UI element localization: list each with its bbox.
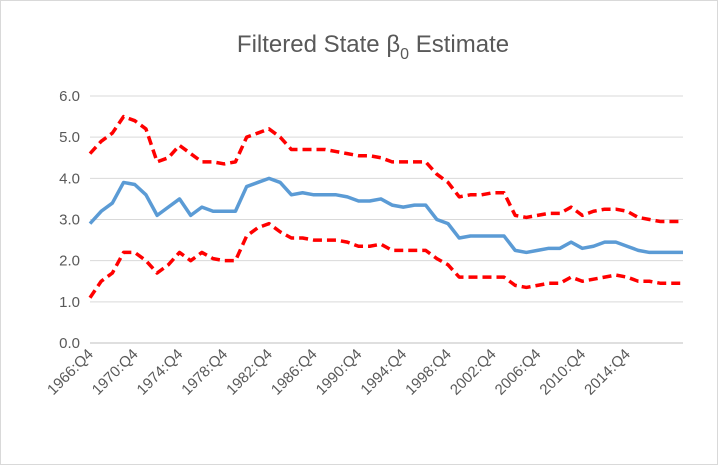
series-line — [88, 114, 683, 224]
chart-title: Filtered State β0 Estimate — [237, 31, 509, 63]
title-text: Filtered State β — [237, 31, 400, 58]
title-subscript: 0 — [400, 46, 409, 63]
y-tick-label: 5.0 — [59, 129, 80, 146]
y-tick-label: 6.0 — [59, 88, 80, 105]
y-tick-label: 2.0 — [59, 253, 80, 270]
y-tick-label: 4.0 — [59, 170, 80, 187]
series-line — [88, 176, 683, 255]
y-tick-label: 0.0 — [59, 335, 80, 352]
series-line — [88, 221, 683, 299]
y-tick-label: 3.0 — [59, 212, 80, 229]
title-suffix: Estimate — [409, 31, 509, 58]
y-tick-label: 1.0 — [59, 294, 80, 311]
